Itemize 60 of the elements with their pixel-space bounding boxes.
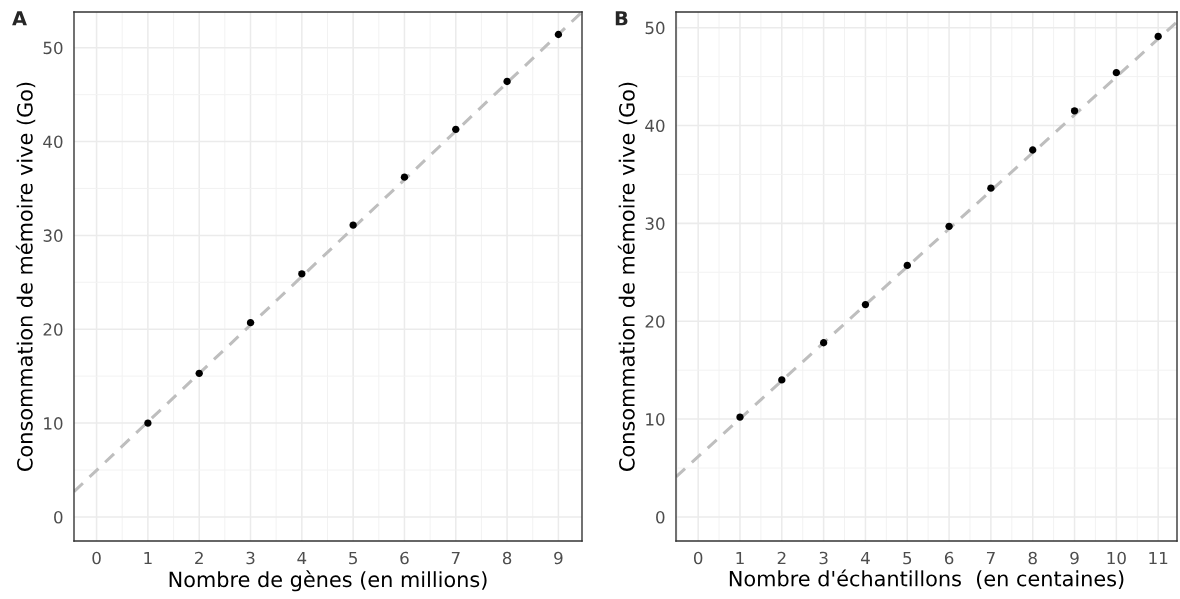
y-tick-label: 50 <box>43 41 63 55</box>
y-axis-title: Consommation de mémoire vive (Go) <box>15 82 36 471</box>
x-tick-label: 2 <box>195 551 203 565</box>
point <box>144 419 152 427</box>
point <box>987 184 995 192</box>
x-tick-label: 9 <box>1070 551 1079 565</box>
point <box>452 125 460 133</box>
x-tick-label: 6 <box>400 551 409 565</box>
y-tick-label: 30 <box>43 229 63 242</box>
point <box>945 222 953 230</box>
point <box>195 369 203 378</box>
x-tick-label: 5 <box>903 551 912 565</box>
x-tick-label: 3 <box>819 551 828 565</box>
x-tick-label: 11 <box>1149 551 1168 565</box>
point <box>861 300 870 309</box>
y-tick-label: 50 <box>645 21 665 35</box>
y-tick-label: 10 <box>646 413 665 426</box>
y-axis-title: Consommation de mémoire vive (Go) <box>617 82 638 471</box>
chart-title: B <box>615 11 628 26</box>
point <box>1112 68 1121 77</box>
point <box>1154 32 1162 41</box>
x-tick-label: 0 <box>693 551 703 565</box>
x-axis-title: Nombre d'échantillons (en centaines) <box>729 569 1124 589</box>
point <box>736 413 744 421</box>
point <box>778 376 786 384</box>
x-tick-label: 9 <box>554 551 563 565</box>
x-axis-title: Nombre de gènes (en millions) <box>169 570 487 592</box>
x-tick-label: 10 <box>1107 551 1126 565</box>
y-tick-label: 20 <box>645 315 665 328</box>
x-tick-label: 4 <box>860 551 870 565</box>
point <box>349 221 357 229</box>
point <box>246 319 255 327</box>
point <box>400 173 409 181</box>
point <box>554 30 563 39</box>
point <box>1029 146 1037 154</box>
x-tick-label: 7 <box>986 551 995 565</box>
x-tick-label: 1 <box>144 551 152 565</box>
y-tick-label: 0 <box>656 510 665 524</box>
x-tick-label: 5 <box>349 551 357 565</box>
y-tick-label: 40 <box>43 135 63 149</box>
point <box>819 339 828 347</box>
x-tick-label: 7 <box>451 551 460 565</box>
x-tick-label: 8 <box>1028 551 1037 565</box>
point <box>503 77 511 86</box>
point <box>1070 107 1079 115</box>
y-tick-label: 0 <box>54 510 63 524</box>
x-tick-label: 4 <box>297 551 307 565</box>
x-tick-label: 3 <box>246 551 255 565</box>
chart-title: A <box>12 11 27 26</box>
y-tick-label: 30 <box>645 217 665 230</box>
x-tick-label: 8 <box>502 551 512 565</box>
x-tick-label: 1 <box>736 551 744 565</box>
point <box>903 261 911 270</box>
y-tick-label: 20 <box>43 323 63 336</box>
x-tick-label: 2 <box>777 551 786 565</box>
x-tick-label: 0 <box>92 551 101 565</box>
x-tick-label: 6 <box>944 551 954 565</box>
y-tick-label: 40 <box>645 119 665 133</box>
point <box>298 270 306 278</box>
y-tick-label: 10 <box>44 417 63 430</box>
